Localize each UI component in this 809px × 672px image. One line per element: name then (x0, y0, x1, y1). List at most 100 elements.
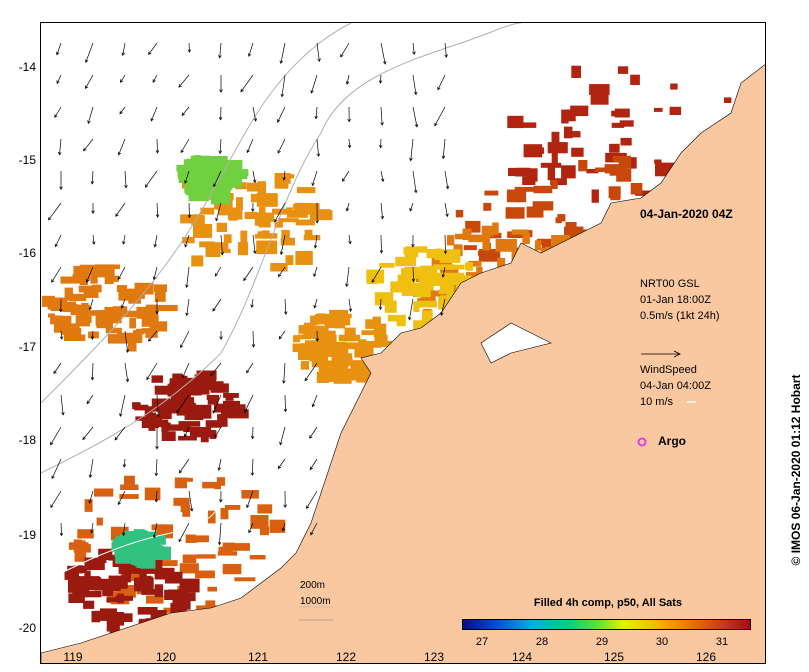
current-arrow (92, 234, 96, 246)
sst-pixel (217, 179, 230, 187)
lat-label: -14 (18, 60, 36, 74)
sst-pixel (221, 248, 231, 253)
sst-pixel (303, 325, 316, 337)
sst-pixel (180, 214, 202, 224)
sst-pixel (144, 406, 153, 417)
current-arrow (117, 266, 126, 281)
current-arrow (279, 42, 286, 65)
current-arrow (248, 522, 254, 534)
sst-pixel (318, 210, 333, 221)
current-arrow (152, 74, 158, 83)
sst-pixel (234, 577, 256, 582)
sst-pixel (205, 420, 222, 428)
sst-pixel (182, 477, 193, 482)
sst-pixel (163, 607, 171, 613)
current-arrow (155, 427, 159, 450)
sst-pixel (438, 289, 448, 294)
sst-pixel (571, 147, 584, 157)
sst-pixel (387, 314, 406, 322)
current-arrow (444, 170, 450, 190)
sst-pixel (332, 314, 351, 326)
current-arrow (250, 458, 255, 477)
sst-pixel (178, 435, 197, 441)
current-arrow (214, 266, 222, 277)
current-arrow (90, 170, 95, 185)
sst-pixel (318, 361, 336, 375)
sst-pixel (172, 375, 188, 388)
lat-label: -15 (18, 153, 36, 167)
sst-pixel (83, 287, 99, 298)
sst-pixel (403, 247, 412, 255)
legend-title: Filled 4h comp, p50, All Sats (533, 597, 683, 609)
sst-pixel (356, 372, 371, 383)
sst-pixel (84, 499, 93, 512)
current-arrow (54, 106, 62, 118)
sst-pixel (108, 575, 128, 589)
sst-pixel (191, 255, 204, 267)
sst-pixel (157, 610, 167, 615)
sst-pixel (153, 284, 167, 292)
sst-pixel (168, 402, 177, 412)
sst-pixel (213, 242, 229, 250)
current-arrow (119, 394, 126, 418)
sst-pixel (193, 224, 213, 238)
sst-pixel (174, 477, 187, 489)
sst-pixel (218, 546, 233, 553)
current-arrow (56, 74, 62, 84)
sst-pixel (96, 317, 114, 329)
current-arrow (243, 266, 254, 282)
sst-pixel (106, 591, 120, 603)
current-arrow (313, 298, 318, 309)
sst-pixel (102, 585, 114, 597)
sst-pixel (80, 264, 101, 276)
sst-pixel (84, 570, 91, 581)
sst-pixel (508, 167, 529, 177)
current-arrow (153, 234, 158, 248)
sst-pixel (161, 431, 176, 441)
current-arrow (124, 362, 130, 383)
sst-map[interactable] (40, 22, 766, 664)
current-arrow (348, 298, 353, 313)
sst-pixel (293, 335, 301, 343)
current-arrow (378, 298, 383, 311)
current-arrow (88, 298, 94, 311)
sst-pixel (608, 186, 621, 199)
sst-pixel (156, 304, 178, 312)
sst-pixel (68, 579, 79, 593)
current-arrow (379, 234, 384, 254)
sst-pixel (311, 327, 329, 336)
sst-pixel (150, 321, 168, 332)
current-arrow (152, 266, 158, 281)
sst-pixel (209, 156, 228, 166)
sst-pixel (298, 350, 312, 360)
sst-pixel (611, 110, 628, 117)
current-arrow (246, 490, 254, 509)
current-arrow (185, 298, 190, 317)
sst-pixel (258, 218, 271, 228)
sst-pixel (442, 296, 450, 303)
sst-pixel (331, 354, 341, 362)
sst-pixel (586, 169, 599, 174)
sst-pixel (64, 287, 73, 301)
sst-pixel (62, 301, 77, 312)
sst-pixel (207, 586, 217, 592)
sst-pixel (141, 328, 157, 333)
sst-pixel (135, 285, 149, 290)
current-arrow (345, 266, 350, 288)
current-arrow (122, 458, 127, 468)
colorbar-tick: 27 (475, 636, 489, 648)
sst-pixel (635, 190, 653, 196)
sst-pixel (99, 551, 107, 564)
sst-pixel (590, 92, 609, 105)
sst-pixel (127, 337, 137, 352)
current-arrow (210, 362, 222, 377)
current-arrow (313, 266, 318, 278)
argo-marker (637, 437, 647, 447)
sst-pixel (297, 334, 312, 340)
sst-pixel (609, 143, 620, 153)
sst-pixel (190, 427, 212, 438)
current-arrow (82, 426, 94, 441)
lon-label: 122 (335, 650, 357, 664)
sst-pixel (434, 253, 455, 260)
sst-pixel (209, 174, 222, 187)
